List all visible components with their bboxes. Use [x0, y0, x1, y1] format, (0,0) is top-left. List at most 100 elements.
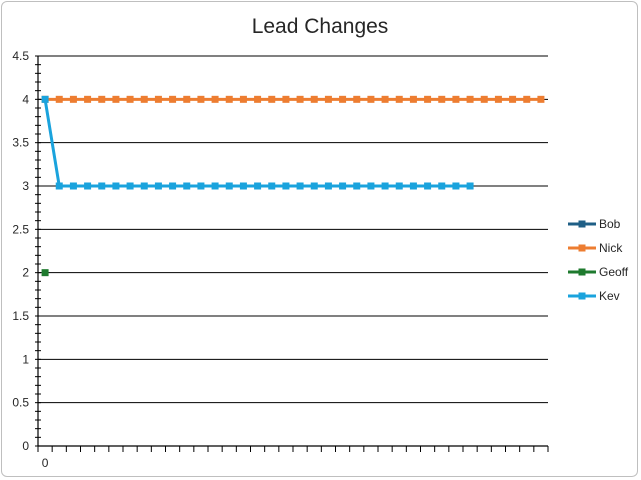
legend-entry-kev: Kev: [568, 289, 620, 303]
data-point: [197, 95, 205, 103]
data-point: [55, 182, 63, 190]
series-nick: [41, 95, 545, 103]
legend-entry-nick: Nick: [568, 241, 623, 255]
data-point: [154, 95, 162, 103]
data-point: [324, 95, 332, 103]
y-tick-label: 0: [22, 439, 29, 453]
data-point: [126, 182, 134, 190]
data-point: [98, 182, 106, 190]
data-point: [225, 182, 233, 190]
y-tick-label: 1.5: [12, 309, 29, 323]
y-tick-label: 2.5: [12, 222, 29, 236]
data-point: [282, 182, 290, 190]
legend-marker: [578, 220, 586, 228]
legend-label: Nick: [599, 241, 623, 255]
data-point: [254, 95, 262, 103]
series-kev: [41, 95, 474, 190]
y-tick-label: 4.5: [12, 49, 29, 63]
data-point: [126, 95, 134, 103]
data-point: [41, 269, 49, 277]
data-point: [480, 95, 488, 103]
data-point: [183, 182, 191, 190]
data-point: [154, 182, 162, 190]
data-point: [55, 95, 63, 103]
data-point: [381, 95, 389, 103]
data-point: [140, 95, 148, 103]
data-point: [494, 95, 502, 103]
data-point: [169, 95, 177, 103]
data-point: [282, 95, 290, 103]
data-point: [140, 182, 148, 190]
data-point: [268, 95, 276, 103]
data-point: [296, 182, 304, 190]
data-point: [84, 95, 92, 103]
data-point: [310, 182, 318, 190]
data-point: [353, 95, 361, 103]
data-point: [395, 95, 403, 103]
data-point: [367, 182, 375, 190]
data-point: [339, 182, 347, 190]
legend-entry-bob: Bob: [568, 217, 621, 231]
chart-title: Lead Changes: [252, 15, 389, 38]
data-point: [523, 95, 531, 103]
data-point: [353, 182, 361, 190]
y-tick-label: 0.5: [12, 396, 29, 410]
data-point: [509, 95, 517, 103]
y-tick-label: 3.5: [12, 136, 29, 150]
data-point: [339, 95, 347, 103]
data-point: [424, 95, 432, 103]
data-point: [84, 182, 92, 190]
data-point: [452, 182, 460, 190]
data-point: [254, 182, 262, 190]
data-point: [452, 95, 460, 103]
data-point: [69, 95, 77, 103]
gridlines: [38, 55, 548, 404]
legend-marker: [578, 244, 586, 252]
legend-label: Bob: [599, 217, 621, 231]
data-point: [409, 95, 417, 103]
data-point: [98, 95, 106, 103]
x-tick-label: 0: [42, 456, 49, 470]
data-point: [409, 182, 417, 190]
series-lines: [41, 95, 545, 277]
y-tick-label: 1: [22, 352, 29, 366]
data-point: [225, 95, 233, 103]
series-geoff: [41, 269, 49, 277]
data-point: [296, 95, 304, 103]
y-tick-label: 4: [22, 92, 29, 106]
legend-label: Geoff: [599, 265, 629, 279]
legend-label: Kev: [599, 289, 620, 303]
legend-marker: [578, 292, 586, 300]
legend-marker: [578, 268, 586, 276]
data-point: [69, 182, 77, 190]
data-point: [41, 95, 49, 103]
data-point: [310, 95, 318, 103]
axes: 0 0.5 1 1.5 2 2.5 3 3.5 4 4.5 0: [12, 49, 549, 470]
data-point: [438, 182, 446, 190]
data-point: [211, 95, 219, 103]
data-point: [367, 95, 375, 103]
data-point: [268, 182, 276, 190]
data-point: [381, 182, 389, 190]
legend: Bob Nick Geoff Kev: [568, 217, 629, 303]
y-tick-label: 3: [22, 179, 29, 193]
data-point: [438, 95, 446, 103]
legend-entry-geoff: Geoff: [568, 265, 629, 279]
data-point: [211, 182, 219, 190]
data-point: [169, 182, 177, 190]
data-point: [466, 182, 474, 190]
data-point: [183, 95, 191, 103]
data-point: [197, 182, 205, 190]
y-tick-label: 2: [22, 266, 29, 280]
data-point: [112, 182, 120, 190]
data-point: [424, 182, 432, 190]
data-point: [239, 95, 247, 103]
data-point: [395, 182, 403, 190]
data-point: [466, 95, 474, 103]
data-point: [112, 95, 120, 103]
data-point: [537, 95, 545, 103]
data-point: [324, 182, 332, 190]
data-point: [239, 182, 247, 190]
